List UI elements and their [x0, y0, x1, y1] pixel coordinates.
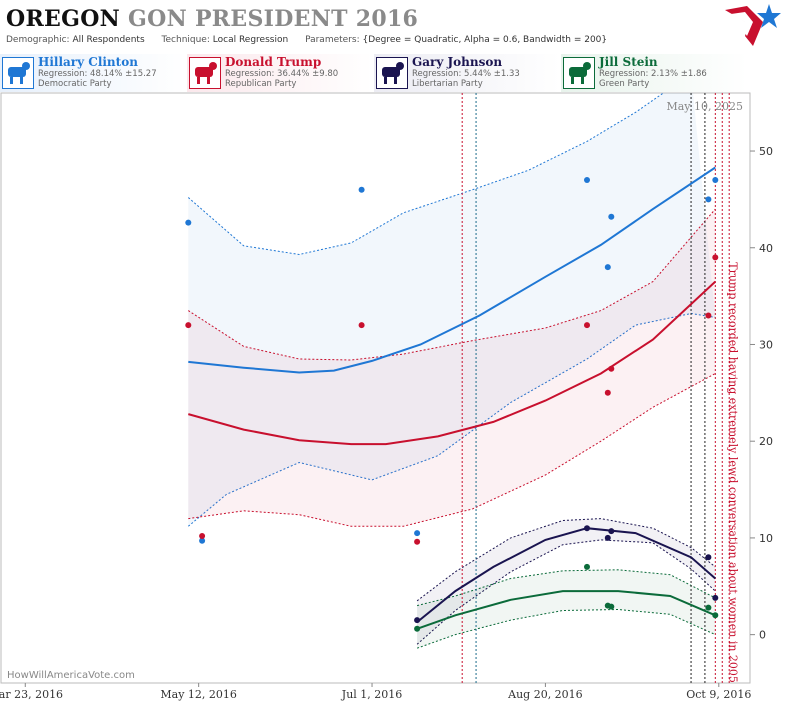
trend-line-donald-trump [188, 280, 716, 446]
lower-bound-donald-trump [188, 373, 716, 527]
donkey-icon [2, 57, 34, 89]
plot-layer [185, 93, 730, 683]
upper-bound-jill-stein [416, 569, 716, 607]
lower-bound-hillary-clinton [187, 312, 716, 527]
y-tick-label: 0 [759, 629, 766, 642]
state-name: OREGON [6, 6, 121, 32]
poll-point-jill-stein [608, 603, 615, 610]
x-tick-label: Mar 23, 2016 [0, 688, 63, 701]
y-tick-label: 50 [759, 145, 773, 158]
plot-area [0, 92, 751, 684]
liberty-icon [376, 57, 408, 89]
poll-point-jill-stein [705, 604, 712, 611]
poll-point-gary-johnson [414, 617, 421, 624]
candidate-party: Democratic Party [38, 79, 112, 89]
poll-point-gary-johnson [712, 594, 719, 601]
poll-point-donald-trump [199, 533, 206, 539]
date-stamp: May 10, 2025 [666, 100, 743, 113]
parameters-bar: Demographic: All Respondents Technique: … [6, 35, 621, 45]
technique-label: Technique: [161, 35, 210, 45]
poll-point-donald-trump [705, 312, 712, 319]
confidence-band-donald-trump [188, 209, 716, 527]
poll-point-donald-trump [414, 538, 421, 545]
poll-point-hillary-clinton [712, 177, 719, 183]
y-tick-label: 30 [759, 338, 773, 351]
site-label: HowWillAmericaVote.com [7, 670, 135, 681]
site-logo-icon [725, 4, 781, 46]
poll-point-hillary-clinton [604, 264, 611, 271]
trend-line-gary-johnson [416, 527, 716, 623]
lower-bound-gary-johnson [416, 539, 716, 645]
event-annotation: Trump recorded having extremely lewd con… [727, 262, 740, 683]
candidate-card-donald-trump: Donald Trump Regression: 36.44% ±9.80 Repu… [187, 54, 373, 92]
poll-point-donald-trump [712, 254, 719, 261]
poll-point-hillary-clinton [414, 530, 421, 537]
confidence-band-gary-johnson [417, 518, 716, 645]
candidate-party: Green Party [599, 79, 650, 89]
candidate-party: Republican Party [225, 79, 297, 89]
elephant-icon [189, 57, 221, 89]
poll-point-hillary-clinton [185, 219, 192, 226]
poll-point-jill-stein [414, 625, 421, 632]
candidate-card-hillary-clinton: Hillary Clinton Regression: 48.14% ±15.27… [0, 54, 186, 92]
race-title: GON PRESIDENT 2016 [128, 6, 419, 32]
poll-point-hillary-clinton [608, 213, 615, 220]
poll-point-gary-johnson [604, 534, 611, 541]
x-tick-label: Oct 9, 2016 [686, 688, 751, 701]
y-tick-label: 40 [759, 242, 773, 255]
parameters-value: {Degree = Quadratic, Alpha = 0.6, Bandwi… [362, 35, 608, 45]
candidate-card-jill-stein: Jill Stein Regression: 2.13% ±1.86 Green P… [561, 54, 747, 92]
x-tick-label: Aug 20, 2016 [507, 688, 583, 701]
trend-line-jill-stein [416, 590, 716, 630]
y-tick-label: 10 [759, 532, 773, 545]
candidate-name: Gary Johnson [412, 55, 503, 69]
lower-bound-jill-stein [416, 608, 716, 649]
poll-point-donald-trump [358, 322, 365, 329]
x-tick-label: May 12, 2016 [160, 688, 237, 701]
poll-point-donald-trump [185, 322, 192, 329]
candidate-regression: Regression: 5.44% ±1.33 [412, 69, 520, 79]
poll-point-jill-stein [712, 612, 719, 619]
poll-point-hillary-clinton [584, 177, 590, 183]
candidate-regression: Regression: 36.44% ±9.80 [225, 69, 339, 79]
poll-point-gary-johnson [584, 525, 590, 532]
poll-point-hillary-clinton [705, 196, 712, 203]
candidate-card-gary-johnson: Gary Johnson Regression: 5.44% ±1.33 Liber… [374, 54, 560, 92]
candidate-regression: Regression: 48.14% ±15.27 [38, 69, 157, 79]
poll-point-hillary-clinton [199, 537, 206, 544]
poll-point-hillary-clinton [358, 186, 365, 193]
parameters-label: Parameters: [305, 35, 360, 45]
confidence-band-jill-stein [417, 569, 716, 649]
candidate-regression: Regression: 2.13% ±1.86 [599, 69, 707, 79]
y-tick-label: 20 [759, 435, 773, 448]
poll-point-donald-trump [608, 365, 615, 372]
poll-point-gary-johnson [608, 528, 615, 535]
upper-bound-hillary-clinton [187, 93, 665, 256]
poll-point-jill-stein [584, 563, 590, 570]
candidate-name: Donald Trump [225, 55, 322, 69]
technique-value: Local Regression [212, 35, 289, 45]
trend-line-hillary-clinton [188, 166, 716, 374]
poll-point-donald-trump [604, 389, 611, 396]
confidence-band-hillary-clinton [188, 93, 716, 527]
poll-point-donald-trump [584, 322, 590, 329]
chart-title: OREGON GON PRESIDENT 2016 [6, 6, 418, 32]
candidate-legend: Hillary Clinton Regression: 48.14% ±15.27… [0, 54, 750, 92]
x-tick-label: Jul 1, 2016 [341, 688, 403, 701]
demographic-label: Demographic: [6, 35, 70, 45]
candidate-party: Libertarian Party [412, 79, 483, 89]
candidate-name: Hillary Clinton [38, 55, 138, 69]
candidate-name: Jill Stein [599, 55, 658, 69]
demographic-value: All Respondents [72, 35, 145, 45]
poll-point-gary-johnson [705, 554, 712, 561]
green-leaf-icon [563, 57, 595, 89]
